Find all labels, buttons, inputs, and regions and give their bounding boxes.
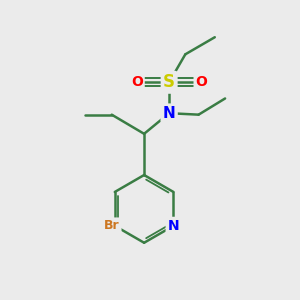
Text: O: O [196, 75, 208, 89]
Text: O: O [131, 75, 143, 89]
Text: Br: Br [104, 219, 120, 232]
Text: S: S [163, 73, 175, 91]
Text: N: N [163, 106, 175, 121]
Text: N: N [168, 219, 179, 233]
